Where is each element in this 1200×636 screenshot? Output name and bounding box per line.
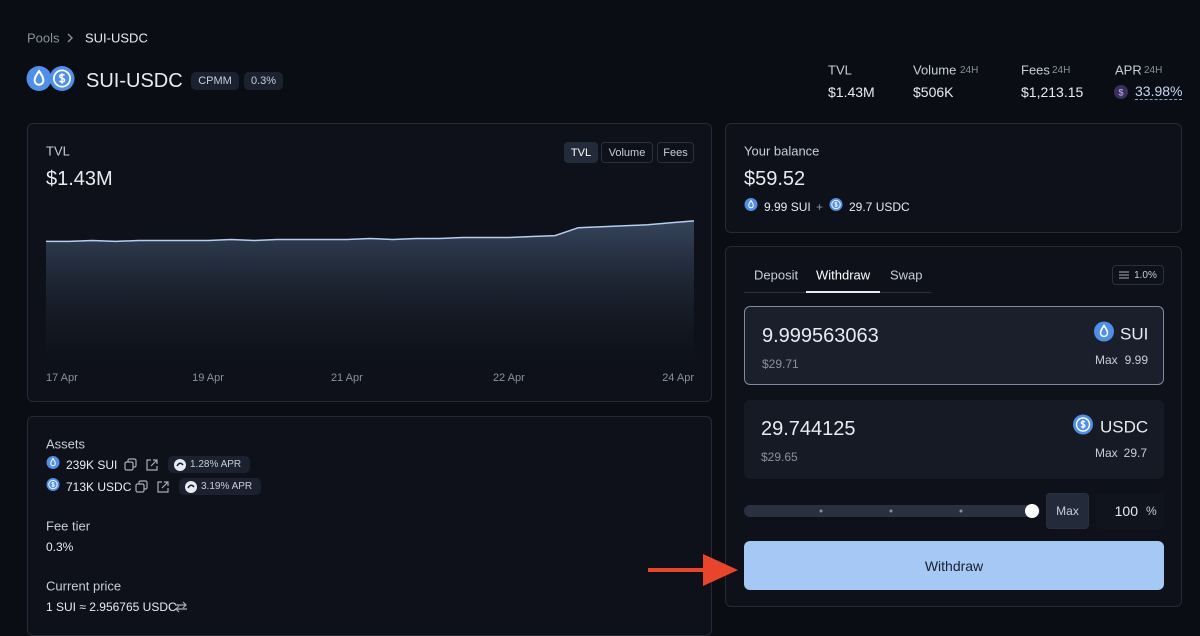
fee-tier-label: Fee tier (46, 518, 91, 534)
token: USDC (1100, 417, 1149, 437)
panel-value: $1.43M (46, 168, 113, 190)
usdc-icon (46, 478, 60, 496)
sui-icon (46, 456, 60, 474)
balance-value: $59.52 (744, 168, 806, 190)
x-tick-label: 24 Apr (662, 372, 694, 384)
tag: 0.3% (244, 72, 283, 90)
withdraw-button[interactable]: Withdraw (744, 541, 1164, 590)
balance-usdc: 29.7 USDC (849, 200, 910, 214)
stat-label: TVL (828, 62, 852, 78)
tab-active[interactable]: Withdraw (816, 267, 871, 283)
apr-chip: 3.19% APR (179, 478, 261, 495)
assets-title: Assets (46, 436, 86, 452)
stat-value: $1.43M (828, 84, 875, 100)
copy-icon[interactable] (135, 480, 149, 494)
price-label: Current price (46, 578, 122, 594)
tab[interactable]: Deposit (754, 267, 799, 283)
usdc-icon (1073, 414, 1093, 440)
tvl-chart: 17 Apr 19 Apr 21 Apr 22 Apr 24 Apr (46, 220, 695, 384)
percent-unit: % (1146, 504, 1157, 518)
stat-label: Volume (913, 62, 957, 78)
stat-period: 24H (960, 65, 979, 76)
usdc-icon (49, 66, 75, 96)
annotation-arrow (648, 554, 738, 586)
asset-amount: 713K USDC (66, 480, 132, 494)
balance-label: Your balance (744, 143, 820, 159)
external-link-icon[interactable] (145, 458, 159, 472)
stat-value: $506K (913, 84, 954, 100)
tab[interactable]: Swap (890, 267, 923, 283)
input-box[interactable]: 29.744125 $29.65 USDC Max 29.7 (744, 400, 1164, 479)
stat-label: Fees (1021, 62, 1050, 78)
max-label: Max (1095, 353, 1118, 367)
tag: CPMM (191, 72, 239, 90)
sui-icon (1094, 321, 1114, 347)
fee-tier: 0.3% (46, 540, 74, 554)
x-tick-label: 17 Apr (46, 372, 78, 384)
panel-label: TVL (46, 143, 70, 159)
slider[interactable] (744, 501, 1044, 521)
stat-value[interactable]: 33.98% (1135, 83, 1183, 100)
percent: 100 (1114, 503, 1138, 519)
stat-label: APR (1115, 62, 1142, 78)
tvl-panel: TVL $1.43M TVL Volume Fees 17 Apr 19 Apr 2… (27, 123, 712, 402)
usd-value: $29.71 (762, 357, 799, 371)
apr-chip: 1.28% APR (168, 456, 250, 473)
x-tick-label: 22 Apr (493, 372, 525, 384)
pool-title: SUI-USDC (86, 70, 183, 92)
apr-text: 3.19% APR (201, 481, 253, 492)
stat-period: 24H (1144, 65, 1163, 76)
apr-icon: $ (1114, 85, 1128, 99)
svg-text:$: $ (1118, 88, 1123, 98)
max-value: 29.7 (1123, 446, 1147, 460)
breadcrumb-current: SUI-USDC (85, 30, 148, 46)
x-tick-label: 21 Apr (331, 372, 363, 384)
stat-value: $1,213.15 (1021, 84, 1084, 100)
chart-tab[interactable]: Fees (657, 142, 694, 163)
x-tick-label: 19 Apr (192, 372, 224, 384)
amount: 9.999563063 (762, 325, 879, 347)
usd-value: $29.65 (761, 450, 798, 464)
chevron (67, 33, 73, 43)
assets-panel: Assets 239K SUI 1.28% APR 713K USDC 3.19… (27, 416, 712, 636)
amount: 29.744125 (761, 418, 856, 440)
token: SUI (1120, 324, 1149, 344)
max-value: 9.99 (1124, 353, 1148, 367)
line (46, 220, 695, 243)
percent-input[interactable]: 100 % (1096, 493, 1164, 529)
slippage-button[interactable]: 1.0% (1112, 265, 1164, 285)
sui-icon (26, 66, 52, 96)
slippage: 1.0% (1134, 269, 1157, 281)
plus: + (816, 200, 824, 214)
chart-tab[interactable]: TVL (564, 142, 598, 163)
max-label: Max (1095, 446, 1118, 460)
copy-icon[interactable] (124, 458, 138, 472)
external-link-icon[interactable] (156, 480, 170, 494)
max-button[interactable]: Max (1046, 493, 1089, 529)
chart-tab[interactable]: Volume (601, 142, 653, 163)
input-box[interactable]: 9.999563063 $29.71 SUI Max 9.99 (744, 306, 1164, 385)
form-panel: Deposit Withdraw Swap 1.0% 9.999563063 $… (725, 246, 1182, 607)
balance-panel: Your balance $59.52 9.99 SUI + 29.7 USDC (725, 123, 1182, 233)
balance-sui: 9.99 SUI (764, 200, 811, 214)
area (46, 220, 694, 361)
tab-indicator (806, 291, 880, 293)
breadcrumb-parent[interactable]: Pools (27, 30, 60, 46)
apr-text: 1.28% APR (190, 459, 242, 470)
usdc-icon (829, 198, 843, 216)
stat-period: 24H (1052, 65, 1071, 76)
swap-icon[interactable] (174, 601, 188, 613)
price: 1 SUI ≈ 2.956765 USDC (46, 600, 177, 614)
asset-amount: 239K SUI (66, 458, 118, 472)
sui-icon (744, 198, 758, 216)
